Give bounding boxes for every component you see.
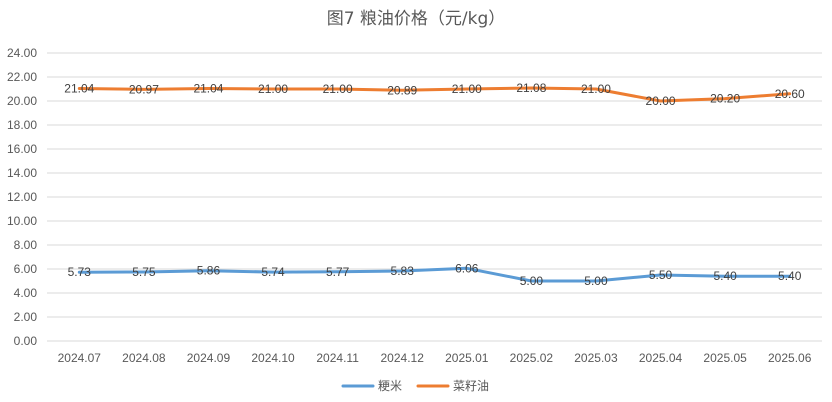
data-labels: 5.73 5.75 5.86 5.74 5.77 5.83 6.06 5.00 5.00 5.50… bbox=[64, 81, 805, 288]
data-label: 20.00 bbox=[646, 94, 676, 108]
x-tick-label: 2024.10 bbox=[251, 351, 295, 365]
data-label: 5.00 bbox=[584, 274, 608, 288]
data-label: 20.20 bbox=[710, 92, 740, 106]
y-tick-label: 24.00 bbox=[7, 46, 37, 60]
data-label: 6.06 bbox=[455, 261, 479, 275]
data-label: 21.00 bbox=[452, 82, 482, 96]
y-tick-label: 20.00 bbox=[7, 94, 37, 108]
x-tick-label: 2025.01 bbox=[445, 351, 489, 365]
data-label: 21.04 bbox=[193, 82, 223, 96]
legend-label-2: 菜籽油 bbox=[453, 379, 489, 393]
x-tick-label: 2024.09 bbox=[187, 351, 231, 365]
data-label: 21.00 bbox=[581, 82, 611, 96]
y-tick-label: 12.00 bbox=[7, 190, 37, 204]
y-tick-label: 18.00 bbox=[7, 118, 37, 132]
y-tick-label: 0.00 bbox=[14, 334, 38, 348]
data-label: 5.00 bbox=[520, 274, 544, 288]
y-tick-label: 8.00 bbox=[14, 238, 38, 252]
data-label: 5.77 bbox=[326, 265, 350, 279]
series-line-2 bbox=[77, 86, 792, 103]
gridlines bbox=[47, 52, 822, 342]
data-label: 20.97 bbox=[129, 82, 159, 96]
y-tick-label: 14.00 bbox=[7, 166, 37, 180]
data-label: 21.08 bbox=[516, 81, 546, 95]
x-tick-label: 2025.04 bbox=[639, 351, 683, 365]
x-tick-label: 2024.11 bbox=[316, 351, 359, 365]
series-line-1 bbox=[77, 266, 792, 283]
data-label: 21.00 bbox=[258, 82, 288, 96]
x-axis-ticks: 2024.07 2024.08 2024.09 2024.10 2024.11 2024.… bbox=[58, 351, 812, 365]
x-tick-label: 2024.07 bbox=[58, 351, 102, 365]
y-tick-label: 16.00 bbox=[7, 142, 37, 156]
x-tick-label: 2025.02 bbox=[510, 351, 554, 365]
x-tick-label: 2025.03 bbox=[574, 351, 618, 365]
data-label: 5.50 bbox=[649, 268, 673, 282]
data-label: 20.89 bbox=[387, 83, 417, 97]
legend: 粳米 菜籽油 bbox=[341, 379, 489, 393]
y-tick-label: 10.00 bbox=[7, 214, 37, 228]
y-tick-label: 4.00 bbox=[14, 286, 38, 300]
y-axis-ticks: 0.00 2.00 4.00 6.00 8.00 10.00 12.00 14.00 16.00… bbox=[7, 46, 37, 348]
data-label: 5.73 bbox=[68, 265, 92, 279]
y-tick-label: 22.00 bbox=[7, 70, 37, 84]
y-tick-label: 6.00 bbox=[14, 262, 38, 276]
x-tick-label: 2025.05 bbox=[703, 351, 747, 365]
x-tick-label: 2025.06 bbox=[768, 351, 812, 365]
data-label: 20.60 bbox=[775, 87, 805, 101]
data-label: 21.00 bbox=[323, 82, 353, 96]
chart-title: 图7 粮油价格（元/kg） bbox=[327, 9, 506, 29]
data-label: 5.75 bbox=[132, 265, 156, 279]
data-label: 5.83 bbox=[391, 264, 415, 278]
data-label: 5.40 bbox=[778, 269, 802, 283]
data-label: 5.40 bbox=[713, 269, 737, 283]
data-label: 21.04 bbox=[64, 82, 94, 96]
x-tick-label: 2024.08 bbox=[122, 351, 166, 365]
data-label: 5.74 bbox=[261, 265, 285, 279]
y-tick-label: 2.00 bbox=[14, 310, 38, 324]
series-lines bbox=[77, 86, 792, 283]
legend-label-1: 粳米 bbox=[378, 379, 402, 393]
x-tick-label: 2024.12 bbox=[381, 351, 425, 365]
data-label: 5.86 bbox=[197, 264, 221, 278]
